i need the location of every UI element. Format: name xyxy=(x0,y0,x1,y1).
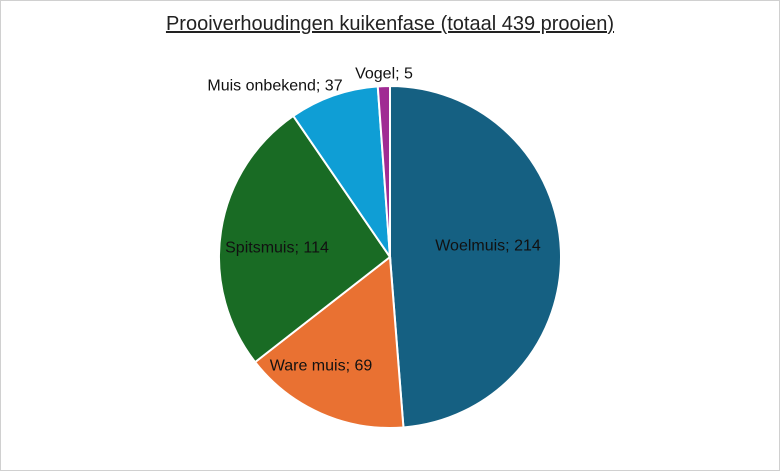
pie-slice xyxy=(253,255,405,429)
pie-slice xyxy=(218,114,392,364)
data-label: Muis onbekend; 37 xyxy=(207,77,343,95)
data-label: Woelmuis; 214 xyxy=(435,237,541,255)
pie-slice xyxy=(291,85,392,261)
data-label: Spitsmuis; 114 xyxy=(225,239,329,257)
pie-slice xyxy=(376,84,391,258)
pie-slice xyxy=(389,84,562,429)
data-label: Ware muis; 69 xyxy=(269,357,373,375)
chart-title: Prooiverhoudingen kuikenfase (totaal 439… xyxy=(165,13,615,35)
data-label: Vogel; 5 xyxy=(355,65,413,83)
